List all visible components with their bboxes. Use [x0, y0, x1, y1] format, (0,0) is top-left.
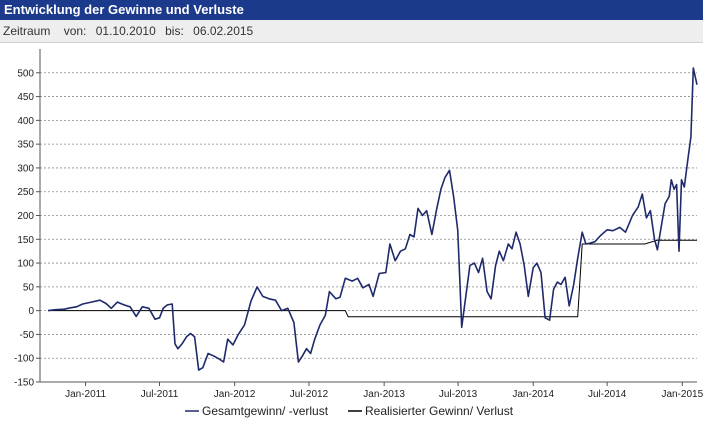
legend-item-total: Gesamtgewinn/ -verlust	[202, 404, 329, 418]
date-range-bar: Zeitraum von: 01.10.2010 bis: 06.02.2015	[0, 20, 703, 43]
legend-item-realized: Realisierter Gewinn/ Verlust	[365, 404, 514, 418]
y-tick-label: 0	[28, 306, 34, 317]
y-tick-label: 300	[17, 163, 34, 174]
y-tick-label: 500	[17, 68, 34, 79]
grid-layer	[40, 72, 697, 383]
x-tick-label: Jul-2012	[290, 389, 329, 400]
range-to-value: 06.02.2015	[193, 24, 254, 38]
range-to-label: bis:	[165, 24, 184, 38]
series-line-total	[47, 67, 698, 371]
y-tick-label: 100	[17, 259, 34, 270]
x-tick-label: Jul-2014	[588, 389, 627, 400]
chart-title: Entwicklung der Gewinne und Verluste	[4, 2, 244, 17]
range-from-value: 01.10.2010	[95, 24, 156, 38]
series-line-realized	[48, 239, 697, 318]
axis-layer: -150 -100 -50 0 50 100 150 200 250 300 350 400 450 50…	[14, 49, 703, 400]
y-tick-label: 200	[17, 211, 34, 222]
y-tick-label: 350	[17, 140, 34, 151]
x-tick-label: Jul-2011	[141, 389, 179, 400]
x-tick-label: Jan-2012	[214, 389, 256, 400]
range-from-label: von:	[63, 24, 87, 38]
range-label: Zeitraum	[3, 24, 51, 38]
x-tick-label: Jan-2014	[512, 389, 554, 400]
x-tick-label: Jan-2015	[661, 389, 703, 400]
y-tick-label: -50	[20, 330, 35, 341]
profit-loss-chart: -150 -100 -50 0 50 100 150 200 250 300 350 400 450 50…	[14, 49, 703, 418]
x-tick-label: Jan-2011	[65, 389, 106, 400]
y-tick-label: -100	[14, 354, 34, 365]
y-tick-label: -150	[14, 378, 34, 389]
y-tick-label: 400	[17, 116, 34, 127]
chart-title-bar: Entwicklung der Gewinne und Verluste	[0, 0, 703, 20]
y-tick-label: 50	[23, 282, 35, 293]
y-tick-label: 450	[17, 92, 34, 103]
x-tick-label: Jul-2013	[439, 389, 478, 400]
legend: Gesamtgewinn/ -verlust Realisierter Gewin…	[185, 404, 514, 418]
x-tick-label: Jan-2013	[363, 389, 405, 400]
y-tick-label: 150	[17, 235, 34, 246]
y-tick-label: 250	[17, 187, 34, 198]
series-layer	[47, 67, 698, 371]
